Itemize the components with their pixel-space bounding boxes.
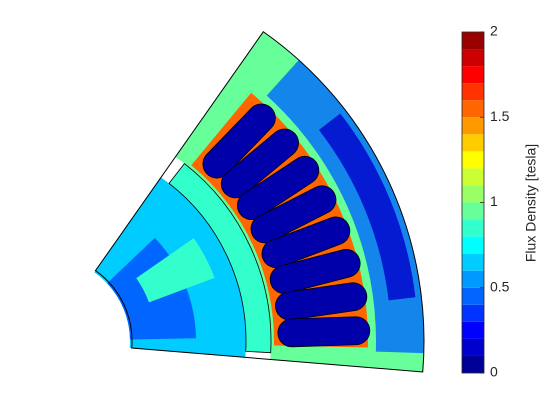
- slot: [275, 282, 368, 321]
- colorbar-tick-label: 0.5: [490, 278, 510, 294]
- colorbar-segment: [462, 304, 484, 322]
- rotor-core: [136, 238, 215, 303]
- slot: [220, 128, 299, 199]
- colorbar-segment: [462, 117, 484, 135]
- colorbar-segment: [462, 185, 484, 203]
- colorbar-segment: [462, 219, 484, 237]
- colorbar-segment: [462, 134, 484, 152]
- colorbar-segment: [462, 32, 484, 50]
- colorbar-segment: [462, 287, 484, 305]
- stator-yoke-inner: [318, 113, 416, 301]
- slot: [202, 103, 276, 179]
- magnet-ring: [168, 163, 272, 354]
- field: [94, 31, 425, 373]
- colorbar-segment: [462, 49, 484, 67]
- slot: [250, 185, 337, 244]
- colorbar-segment: [462, 100, 484, 118]
- outline: [94, 31, 425, 373]
- slot: [261, 216, 351, 269]
- colorbar-tick-label: 0: [490, 364, 498, 380]
- colorbar-segment: [462, 151, 484, 169]
- colorbar-label: Flux Density [tesla]: [523, 144, 539, 262]
- slot: [236, 155, 320, 220]
- colorbar-tick-label: 1: [490, 193, 498, 209]
- colorbar-segment: [462, 253, 484, 271]
- colorbar-segment: [462, 321, 484, 339]
- colorbar-tick-label: 1.5: [490, 108, 510, 124]
- colorbar-segment: [462, 355, 484, 373]
- colorbar-segment: [462, 168, 484, 186]
- colorbar-segment: [462, 66, 484, 84]
- slot: [269, 248, 361, 294]
- colorbar-segment: [462, 338, 484, 356]
- colorbar-segment: [462, 83, 484, 101]
- colorbar-segment: [462, 236, 484, 254]
- colorbar-segment: [462, 270, 484, 288]
- slot: [277, 316, 371, 348]
- colorbar-tick-label: 2: [490, 23, 498, 39]
- stator-yoke: [266, 59, 424, 354]
- colorbar-segment: [462, 202, 484, 220]
